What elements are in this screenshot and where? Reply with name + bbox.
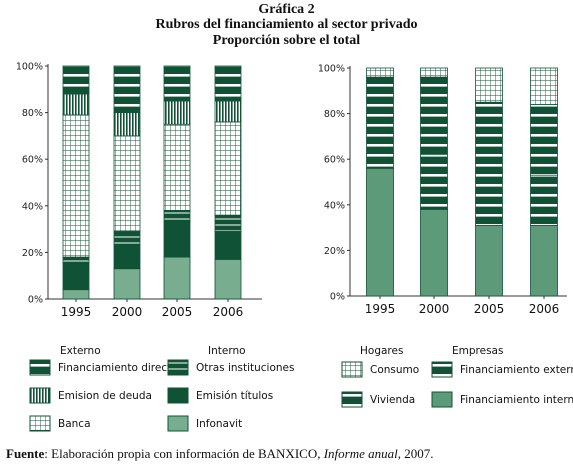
legend-swatch-emision-deuda bbox=[29, 387, 51, 404]
left-legend: Externo Interno Financiamiento directo E… bbox=[29, 345, 295, 432]
bar-segment-financiamiento-directo-2005 bbox=[163, 65, 191, 102]
bar-segment-financiamiento-externo-2006 bbox=[530, 104, 558, 176]
legend-label-otras-instituciones: Otras instituciones bbox=[196, 362, 295, 374]
legend-label-financiamiento-directo: Financiamiento directo bbox=[58, 362, 178, 374]
legend-group-empresas: Empresas bbox=[452, 345, 503, 357]
right-legend: Hogares Empresas Consumo Vivienda Financ… bbox=[341, 345, 573, 408]
y-tick-label: 80% bbox=[324, 109, 345, 120]
y-tick-label: 60% bbox=[324, 155, 345, 166]
bar-segment-financiamiento-interno-1995 bbox=[366, 167, 394, 297]
bar-segment-consumo-2000 bbox=[420, 67, 448, 78]
y-tick-label: 0% bbox=[28, 295, 43, 306]
legend-group-hogares: Hogares bbox=[360, 345, 403, 357]
bar-segment-vivienda-2005 bbox=[475, 172, 503, 226]
bar-segment-infonavit-2005 bbox=[163, 256, 191, 300]
bar-segment-vivienda-2000 bbox=[420, 154, 448, 210]
bar-segment-consumo-2006 bbox=[530, 67, 558, 105]
source-label: Fuente bbox=[6, 446, 45, 461]
bar-segment-financiamiento-interno-2000 bbox=[420, 208, 448, 297]
bar-segment-otras-instituciones-2006 bbox=[214, 214, 242, 232]
bar-segment-emision-de-deuda-2000 bbox=[113, 112, 141, 137]
bar-segment-otras-instituciones-2005 bbox=[163, 210, 191, 223]
legend-swatch-consumo bbox=[341, 361, 363, 378]
legend-label-vivienda: Vivienda bbox=[370, 394, 415, 406]
bar-segment-otras-instituciones-2000 bbox=[113, 231, 141, 246]
x-tick-label-2000: 2000 bbox=[419, 302, 450, 316]
y-tick-label: 100% bbox=[318, 64, 345, 75]
y-tick-label: 40% bbox=[324, 200, 345, 211]
bar-segment-financiamiento-externo-1995 bbox=[366, 76, 394, 119]
y-tick-label: 20% bbox=[22, 248, 43, 259]
x-tick-label-1995: 1995 bbox=[61, 305, 92, 319]
legend-label-emision-titulos: Emisión títulos bbox=[196, 390, 273, 402]
x-tick-label-2005: 2005 bbox=[162, 305, 193, 319]
bar-segment-emision-de-deuda-2006 bbox=[214, 100, 242, 123]
legend-swatch-otras-instituciones bbox=[167, 359, 189, 376]
legend-label-emision-deuda: Emision de deuda bbox=[58, 390, 152, 402]
figure-label: Gráfica 2 bbox=[258, 2, 315, 17]
bar-segment-emision-titulos-2006 bbox=[214, 231, 242, 260]
bar-segment-financiamiento-interno-2005 bbox=[475, 224, 503, 297]
source-year: , 2007. bbox=[397, 446, 434, 461]
y-tick-label: 80% bbox=[22, 108, 43, 119]
bar-segment-banca-2006 bbox=[214, 121, 242, 216]
bar-segment-emision-de-deuda-2005 bbox=[163, 100, 191, 125]
legend-swatch-emision-titulos bbox=[167, 387, 189, 404]
bar-segment-financiamiento-directo-1995 bbox=[62, 65, 90, 95]
right-chart: 0% 20% 40% 60% 80% 100% 1995 2000 2005 2006 bbox=[318, 64, 567, 316]
bar-segment-emision-titulos-2000 bbox=[113, 245, 141, 270]
bar-segment-banca-2000 bbox=[113, 135, 141, 232]
bar-segment-infonavit-1995 bbox=[62, 289, 90, 300]
bar-segment-financiamiento-directo-2000 bbox=[113, 65, 141, 113]
bar-segment-financiamiento-externo-2005 bbox=[475, 101, 503, 174]
x-tick-label-1995: 1995 bbox=[365, 302, 396, 316]
bar-segment-vivienda-2006 bbox=[530, 174, 558, 226]
bar-segment-financiamiento-directo-2006 bbox=[214, 65, 242, 102]
legend-label-financiamiento-externo: Financiamiento externo bbox=[460, 364, 573, 376]
x-tick-label-2006: 2006 bbox=[529, 302, 560, 316]
y-tick-label: 100% bbox=[16, 62, 43, 73]
y-tick-label: 0% bbox=[330, 292, 345, 303]
x-tick-label-2006: 2006 bbox=[213, 305, 244, 319]
legend-swatch-financiamiento-externo bbox=[431, 361, 453, 378]
legend-swatch-banca bbox=[29, 415, 51, 432]
left-chart: 0% 20% 40% 60% 80% 100% 1995 2000 2005 2006 bbox=[16, 62, 262, 319]
y-tick-label: 60% bbox=[22, 155, 43, 166]
legend-swatch-financiamiento-interno bbox=[431, 391, 453, 408]
bar-segment-financiamiento-externo-2000 bbox=[420, 76, 448, 156]
legend-label-financiamiento-interno: Financiamiento interno bbox=[460, 394, 573, 406]
bar-segment-otras-instituciones-1995 bbox=[62, 256, 90, 265]
legend-group-externo: Externo bbox=[60, 345, 101, 357]
legend-label-infonavit: Infonavit bbox=[196, 418, 242, 430]
bar-segment-infonavit-2000 bbox=[113, 268, 141, 300]
legend-label-consumo: Consumo bbox=[370, 364, 419, 376]
legend-swatch-vivienda bbox=[341, 391, 363, 408]
y-tick-label: 40% bbox=[22, 201, 43, 212]
source-note: Fuente: Elaboración propia con informaci… bbox=[6, 446, 434, 462]
legend-swatch-financiamiento-directo bbox=[29, 359, 51, 376]
x-tick-label-2005: 2005 bbox=[474, 302, 505, 316]
bar-segment-emision-titulos-1995 bbox=[62, 263, 90, 291]
source-text: : Elaboración propia con información de … bbox=[44, 446, 324, 461]
bar-segment-emision-de-deuda-1995 bbox=[62, 93, 90, 116]
legend-group-interno: Interno bbox=[208, 345, 246, 357]
bar-segment-consumo-2005 bbox=[475, 67, 503, 103]
chart-subtitle: Proporción sobre el total bbox=[212, 33, 361, 48]
bar-segment-banca-1995 bbox=[62, 114, 90, 258]
bar-segment-banca-2005 bbox=[163, 123, 191, 211]
x-tick-label-2000: 2000 bbox=[112, 305, 143, 319]
source-publication: Informe anual bbox=[323, 446, 398, 461]
bar-segment-vivienda-1995 bbox=[366, 117, 394, 169]
legend-label-banca: Banca bbox=[58, 418, 91, 430]
chart-title: Rubros del financiamiento al sector priv… bbox=[155, 17, 418, 32]
bar-segment-financiamiento-interno-2006 bbox=[530, 224, 558, 297]
bar-segment-emision-titulos-2005 bbox=[163, 221, 191, 258]
bar-segment-infonavit-2006 bbox=[214, 258, 242, 300]
bar-segment-consumo-1995 bbox=[366, 67, 394, 78]
legend-swatch-infonavit bbox=[167, 415, 189, 432]
y-tick-label: 20% bbox=[324, 246, 345, 257]
